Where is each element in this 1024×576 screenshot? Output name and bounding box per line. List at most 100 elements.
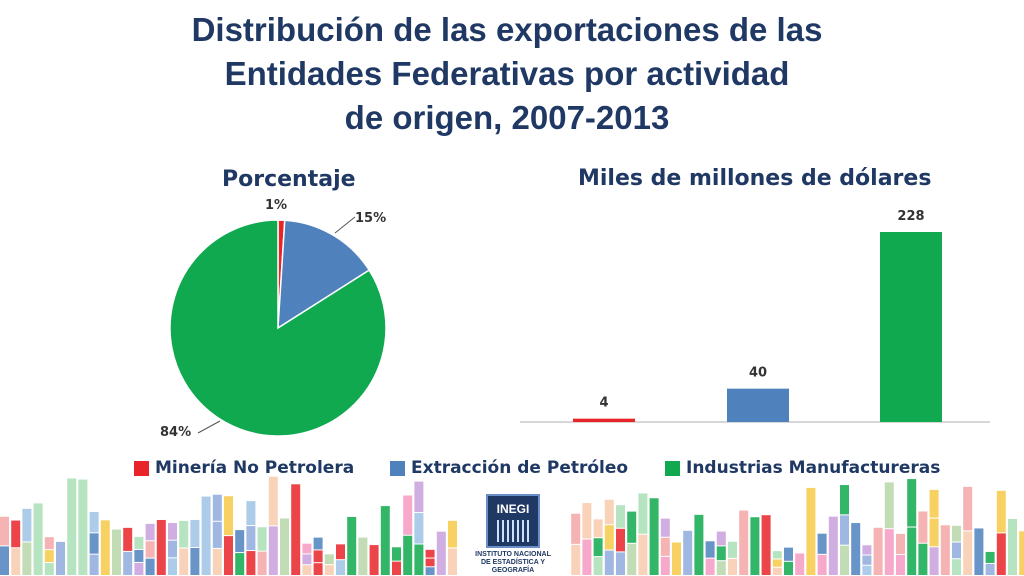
footer-bar-segment [772,559,782,567]
footer-bar-segment [246,551,256,575]
legend-item-manufactureras: Industrias Manufactureras [665,458,940,478]
legend-swatch-petroleo [390,460,405,476]
footer-bar-segment [862,545,872,555]
footer-bar-segment [952,525,961,542]
pie-chart-title: Porcentaje [222,167,356,192]
footer-bar-segment [716,561,726,575]
footer-bar-segment [817,533,827,554]
legend-label-mineria: Minería No Petrolera [155,458,355,478]
bar-manufactureras [880,232,942,422]
footer-bar-segment [145,523,155,541]
inegi-logo-caption: INSTITUTO NACIONAL DE ESTADÍSTICA Y GEOG… [459,551,567,575]
footer-bar-segment [100,520,110,575]
footer-bar-segment [672,542,681,575]
footer-bar-segment [168,540,177,558]
footer-bar-segment [582,503,592,539]
footer-bar-segment [145,541,155,558]
footer-bar-segment [414,481,424,513]
inegi-caption-line-2: DE ESTADÍSTICA Y GEOGRAFÍA [480,559,546,574]
footer-bar-segment [638,493,648,534]
footer-bar-segment [918,543,928,575]
pie-slice-manufactureras [169,219,387,437]
footer-bar-segment [380,506,390,575]
footer-bar-segment [963,486,973,531]
bar-chart: 4 40 228 [520,209,990,423]
footer-bar-segment [884,482,894,529]
footer-bar-segment [862,555,872,565]
footer-bar-segment [571,513,581,544]
footer-bar-segment [168,558,177,575]
footer-bar-segment [291,484,301,575]
footer-bar-segment [627,543,637,575]
footer-bar-segment [235,553,245,575]
footer-bar-segment [716,546,726,561]
footer-bar-segment [873,527,883,575]
footer-bar-segment [22,542,32,575]
footer-bar-segment [89,554,99,575]
footer-bar-segment [806,487,816,575]
decorative-footer-bars [0,476,1024,575]
footer-bar-segment [705,558,715,575]
footer-bar-segment [134,536,144,549]
footer-bar-segment [448,548,457,575]
footer-bar-segment [649,498,659,575]
footer-bar-segment [571,544,581,575]
footer-bar-segment [985,563,995,575]
footer-bar-segment [907,479,917,527]
pie-slice-petroleo [277,219,371,330]
legend-label-petroleo: Extracción de Petróleo [411,458,629,478]
footer-bar-segment [784,547,793,561]
footer-bar-segment [828,516,838,575]
footer-bar-segment [89,511,99,533]
footer-bar-segment [616,505,625,528]
inegi-logo-name: INEGI [496,502,530,516]
pie-label-petroleo: 15% [355,211,386,226]
title-line-2: Entidades Federativas por actividad [224,55,790,92]
footer-bar-segment [750,517,760,575]
footer-bar-segment [392,547,401,561]
footer-bar-segment [212,521,222,548]
footer-bar-segment [313,550,323,563]
footer-bar-segment [224,496,233,536]
footer-bar-segment [112,529,121,575]
footer-bar-segment [392,561,401,575]
footer-bar-segment [638,534,648,575]
footer-bar-segment [952,559,961,575]
footer-bar-segment [78,479,88,575]
footer-bar-segment [739,510,749,575]
pie-leader-line-manufactureras [197,420,221,434]
footer-bar-segment [168,523,177,540]
footer-bar-segment [616,528,625,552]
inegi-logo-grid [497,520,529,542]
footer-bar-segment [257,551,267,575]
footer-bar-segment [212,494,222,521]
footer-bar-segment [246,526,256,551]
footer-bar-segment [123,551,133,575]
footer-bar-segment [302,543,312,554]
footer-bar-segment [1008,518,1017,575]
footer-bar-segment [996,533,1006,575]
footer-bar-segment [660,518,670,537]
footer-bar-segment [604,550,614,575]
title-line-1: Distribución de las exportaciones de las [191,11,823,48]
footer-bar-segment [582,539,592,575]
footer-bar-segment [627,511,637,543]
footer-bar-segment [403,535,413,575]
title-line-3: de origen, 2007-2013 [344,99,670,136]
footer-bar-segment [840,545,849,575]
footer-bar-segment [952,542,961,559]
footer-bar-segment [593,538,603,557]
legend-swatch-mineria [134,460,149,476]
footer-bar-segment [940,525,950,575]
footer-bar-segment [683,530,693,575]
footer-bar-segment [268,476,278,526]
bar-petroleo [727,388,789,422]
footer-bar-segment [44,550,54,563]
legend-item-mineria: Minería No Petrolera [134,458,354,478]
footer-bar-segment [190,519,200,547]
footer-bar-segment [347,516,357,575]
footer-bar-segment [123,527,133,551]
footer-bar-segment [436,531,446,575]
footer-bar-segment [448,520,457,548]
footer-bar-segment [179,548,189,575]
